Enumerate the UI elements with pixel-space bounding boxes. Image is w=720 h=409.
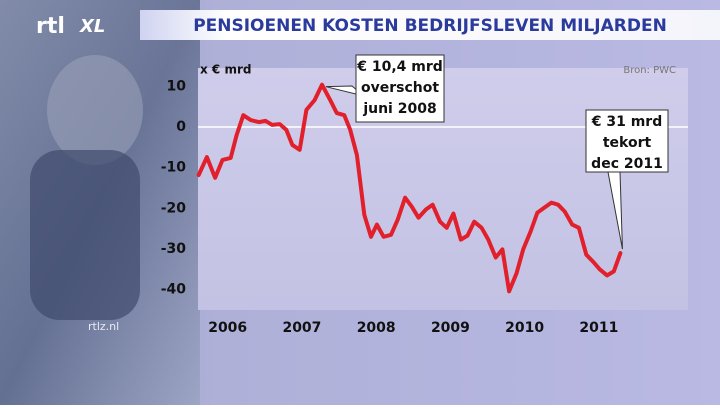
data-line — [196, 82, 623, 294]
y-tick-label: 10 — [167, 78, 187, 94]
annotation-text: tekort — [603, 135, 652, 151]
source: Bron: PWC — [623, 65, 676, 76]
y-tick-label: -40 — [161, 282, 187, 298]
x-tick-label: 2010 — [505, 320, 544, 336]
x-tick-label: 2006 — [208, 320, 247, 336]
y-axis-label: x € mrd — [200, 63, 251, 77]
callout-box — [585, 109, 669, 173]
annotation-text: € 10,4 mrd — [356, 59, 443, 75]
callout-box — [355, 54, 445, 123]
logo-xl: XL — [79, 16, 105, 37]
x-tick-label: 2007 — [282, 320, 321, 336]
logo-rtl: rtl — [36, 14, 65, 39]
y-tick-label: -10 — [161, 160, 187, 176]
annotation-text: dec 2011 — [591, 156, 663, 172]
title-banner — [140, 10, 720, 40]
x-tick-label: 2008 — [357, 320, 396, 336]
chart-title: PENSIOENEN KOSTEN BEDRIJFSLEVEN MILJARDE… — [193, 16, 667, 36]
annotation-text: overschot — [361, 80, 439, 96]
annotation-text: juni 2008 — [362, 101, 436, 117]
photo-figure — [47, 55, 143, 165]
website: rtlz.nl — [88, 320, 119, 333]
x-tick-label: 2009 — [431, 320, 470, 336]
annotation-text: € 31 mrd — [591, 114, 663, 130]
photo-figure — [30, 150, 140, 320]
y-tick-label: -20 — [161, 200, 187, 216]
x-tick-label: 2011 — [579, 320, 618, 336]
y-tick-label: -30 — [161, 241, 187, 257]
y-tick-label: 0 — [176, 119, 186, 135]
